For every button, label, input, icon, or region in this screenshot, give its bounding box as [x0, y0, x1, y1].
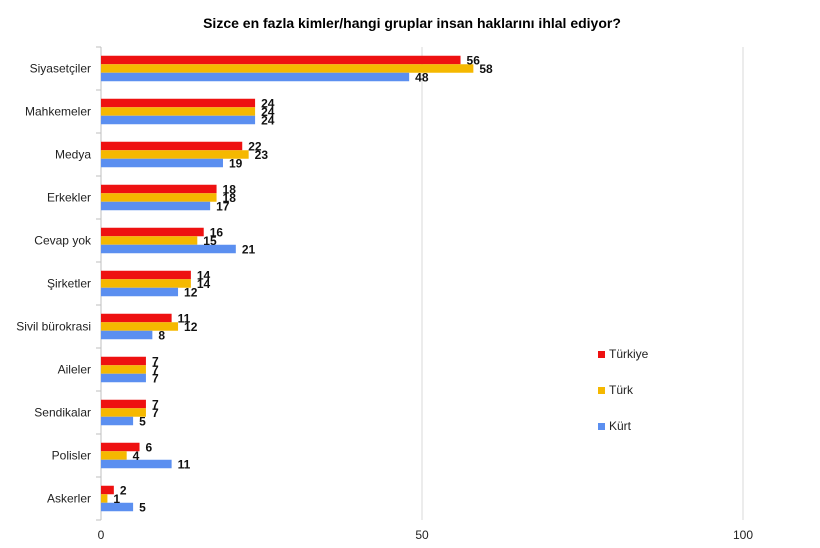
bar-türk: [101, 451, 127, 460]
chart-title: Sizce en fazla kimler/hangi gruplar insa…: [203, 15, 621, 31]
bar-türkiye: [101, 141, 243, 151]
data-label: 22: [248, 140, 262, 154]
bar-türkiye: [101, 227, 204, 237]
data-label: 23: [255, 148, 269, 162]
data-label: 11: [178, 312, 191, 326]
bar-kürt: [101, 115, 256, 125]
category-label: Şirketler: [47, 277, 91, 291]
bar-türkiye: [101, 399, 146, 409]
bar-kürt: [101, 244, 236, 254]
data-label: 24: [261, 97, 275, 111]
bar-türkiye: [101, 485, 114, 495]
bar-türk: [101, 150, 249, 159]
data-label: 7: [152, 355, 159, 369]
legend-swatch: [598, 423, 605, 430]
bar-türkiye: [101, 98, 256, 108]
category-label: Aileler: [58, 363, 91, 377]
data-label: 18: [223, 183, 237, 197]
bar-türk: [101, 64, 474, 73]
data-label: 5: [139, 415, 146, 429]
category-label: Askerler: [47, 492, 91, 506]
data-label: 21: [242, 243, 256, 257]
x-tick-label: 100: [733, 528, 753, 542]
bar-kürt: [101, 72, 410, 82]
bar-kürt: [101, 416, 134, 426]
data-label: 4: [133, 449, 140, 463]
data-label: 6: [146, 441, 153, 455]
bar-türkiye: [101, 442, 140, 452]
bar-kürt: [101, 373, 146, 383]
bar-türkiye: [101, 356, 146, 366]
bar-kürt: [101, 287, 179, 297]
data-label: 16: [210, 226, 224, 240]
legend-label: Türkiye: [609, 347, 649, 361]
category-label: Cevap yok: [34, 234, 92, 248]
data-label: 56: [467, 54, 481, 68]
data-label: 48: [415, 71, 429, 85]
data-label: 19: [229, 157, 243, 171]
data-label: 24: [261, 114, 275, 128]
category-label: Medya: [55, 148, 91, 162]
x-tick-label: 0: [98, 528, 105, 542]
bar-kürt: [101, 158, 223, 168]
x-tick-label: 50: [415, 528, 429, 542]
category-label: Sendikalar: [34, 406, 91, 420]
bar-türkiye: [101, 313, 172, 323]
data-label: 11: [178, 458, 191, 472]
category-label: Mahkemeler: [25, 105, 91, 119]
bar-türk: [101, 107, 256, 116]
data-label: 12: [184, 286, 198, 300]
bar-türk: [101, 365, 146, 374]
bar-türkiye: [101, 270, 191, 280]
legend-swatch: [598, 387, 605, 394]
legend-swatch: [598, 351, 605, 358]
data-label: 7: [152, 406, 159, 420]
category-label: Siyasetçiler: [30, 62, 91, 76]
bar-kürt: [101, 459, 172, 469]
data-label: 14: [197, 277, 211, 291]
data-label: 58: [479, 62, 493, 76]
data-label: 8: [158, 329, 165, 343]
bar-türkiye: [101, 55, 461, 65]
legend-label: Kürt: [609, 419, 632, 433]
data-label: 7: [152, 363, 159, 377]
data-label: 24: [261, 105, 275, 119]
data-label: 7: [152, 372, 159, 386]
category-label: Erkekler: [47, 191, 91, 205]
data-label: 18: [223, 191, 237, 205]
legend-label: Türk: [609, 383, 634, 397]
data-label: 2: [120, 484, 127, 498]
data-label: 1: [113, 492, 120, 506]
bar-kürt: [101, 330, 153, 340]
bar-türkiye: [101, 184, 217, 194]
bar-kürt: [101, 201, 211, 211]
category-label: Sivil bürokrasi: [16, 320, 91, 334]
data-label: 7: [152, 398, 159, 412]
bars: [101, 55, 474, 512]
bar-türk: [101, 322, 179, 331]
data-label: 14: [197, 269, 211, 283]
data-label: 5: [139, 501, 146, 515]
bar-türk: [101, 279, 191, 288]
data-label: 17: [216, 200, 230, 214]
data-label: 12: [184, 320, 198, 334]
data-label: 15: [203, 234, 217, 248]
labels: 0 50 100Siyasetçiler565848Mahkemeler242424…: [16, 54, 753, 543]
bar-türk: [101, 236, 198, 245]
legend: Türkiye Türk Kürt: [598, 347, 649, 433]
bar-türk: [101, 494, 108, 503]
bar-türk: [101, 193, 217, 202]
bar-kürt: [101, 502, 134, 512]
bar-türk: [101, 408, 146, 417]
category-label: Polisler: [52, 449, 91, 463]
